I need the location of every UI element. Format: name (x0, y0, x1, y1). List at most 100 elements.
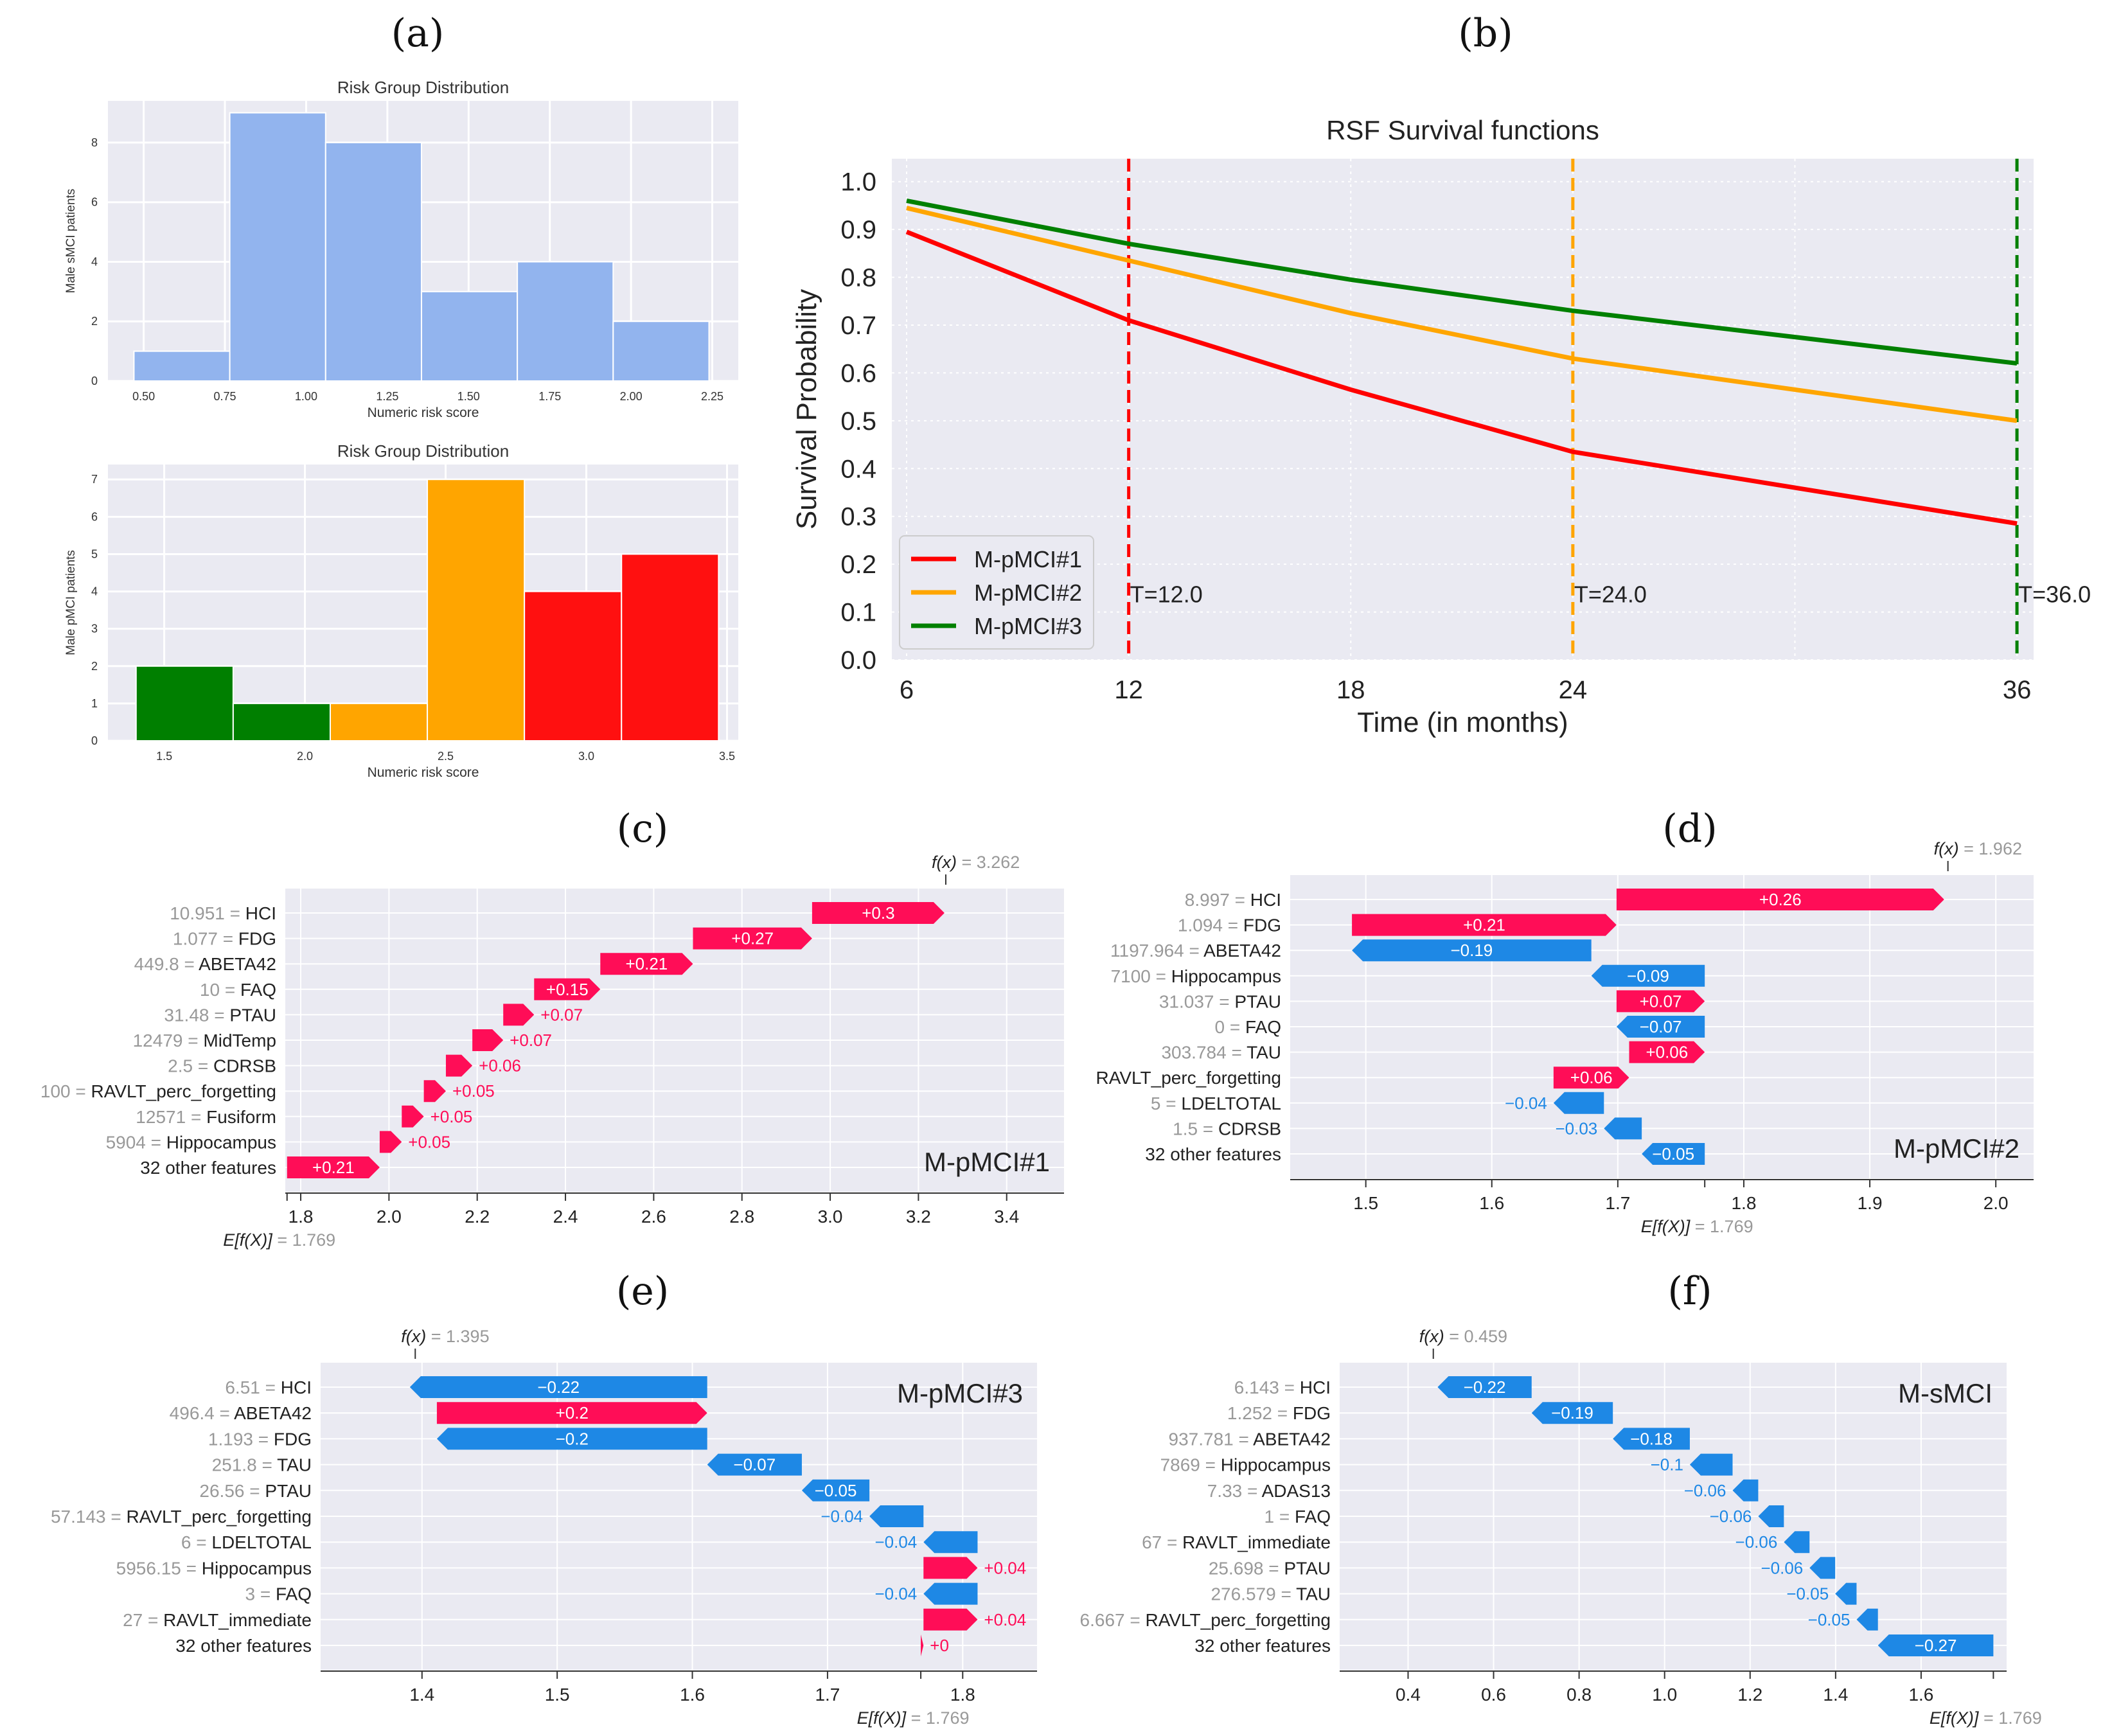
shap-value-label: −0.04 (821, 1507, 863, 1526)
y-tick-label: 2 (91, 315, 98, 328)
y-tick-label: 8 (91, 136, 98, 149)
x-tick-label: 1.5 (156, 750, 172, 763)
shap-value-label: +0.07 (510, 1031, 552, 1050)
shap-bar-negative (1732, 1479, 1759, 1501)
feature-name: PTAU (1234, 991, 1281, 1011)
shap-value-label: +0.3 (862, 903, 894, 923)
y-tick-label: 7 (91, 473, 98, 486)
histogram-bar (232, 702, 331, 741)
feature-label: 100 = RAVLT_perc_forgetting (40, 1081, 276, 1101)
y-tick-label: 0.7 (840, 312, 876, 340)
chart-b: 0.0 0.1 0.2 0.3 0.4 0.5 0.6 0.7 0.8 0.9 1.0 6 12 18 24… (791, 115, 2091, 738)
feature-value: 10.951 (170, 903, 225, 923)
histogram-bar (612, 321, 710, 382)
feature-value: 5 (1151, 1094, 1161, 1113)
feature-label: 6.667 = RAVLT_perc_forgetting (1080, 1610, 1331, 1630)
x-tick-label: 1.7 (815, 1685, 840, 1705)
model-name-label: M-pMCI#3 (897, 1378, 1023, 1408)
histogram-bar (524, 590, 623, 741)
feature-label: 32 other features (140, 1158, 276, 1178)
y-tick-label: 4 (91, 585, 98, 598)
feature-label: 26.56 = PTAU (199, 1481, 312, 1501)
shap-bar-negative (1689, 1453, 1733, 1476)
x-tick-label: 1.25 (376, 390, 398, 403)
shap-value-label: −0.27 (1915, 1636, 1957, 1655)
shap-bar-positive (923, 1557, 978, 1579)
feature-value: 100 (40, 1081, 71, 1101)
shap-value-label: +0.15 (546, 980, 589, 999)
feature-value: 5904 (106, 1132, 146, 1152)
x-axis-label: Numeric risk score (368, 765, 479, 780)
x-tick-label: 36 (2003, 676, 2032, 704)
x-tick-label: 24 (1559, 676, 1588, 704)
feature-name: FAQ (276, 1584, 312, 1604)
x-tick-label: 3.0 (818, 1207, 843, 1227)
legend-label: M-pMCI#2 (974, 580, 1082, 606)
feature-value: 7100 (1111, 966, 1151, 986)
shap-value-label: −0.03 (1555, 1119, 1597, 1138)
shap-value-label: −0.06 (1761, 1558, 1803, 1577)
shap-bar-positive (693, 927, 812, 950)
y-tick-label: 0.5 (840, 407, 876, 436)
shap-value-label: −0.05 (1808, 1610, 1850, 1629)
shap-value-label: −0.09 (1627, 966, 1669, 986)
x-tick-label: 1.8 (288, 1207, 314, 1227)
x-tick-label: 0.4 (1396, 1685, 1421, 1705)
shap-value-label: −0.22 (537, 1377, 580, 1397)
feature-label: 7.33 = ADAS13 (1207, 1481, 1331, 1501)
feature-name: FDG (1293, 1403, 1331, 1423)
histogram-bar (133, 350, 231, 382)
feature-name: RAVLT_immediate (163, 1610, 312, 1630)
x-tick-label: 2.4 (553, 1207, 578, 1227)
feature-label: 1.252 = FDG (1227, 1403, 1331, 1423)
feature-value: 31.48 (164, 1005, 209, 1025)
y-axis-label: Male pMCI patients (64, 550, 78, 655)
x-tick-label: 2.0 (377, 1207, 402, 1227)
x-tick-label: 1.2 (1737, 1685, 1762, 1705)
feature-value: 6.143 (1234, 1377, 1279, 1397)
feature-value: 3 (245, 1584, 255, 1604)
series-line-M-pMCI#2 (906, 206, 2018, 423)
feature-label: 6.143 = HCI (1234, 1377, 1331, 1397)
feature-name: ABETA42 (199, 954, 276, 974)
feature-value: 1.5 (1173, 1119, 1198, 1138)
feature-name: TAU (277, 1455, 312, 1475)
histogram-bar (517, 261, 614, 382)
y-tick-label: 1.0 (840, 168, 876, 197)
shap-value-label: +0.04 (984, 1558, 1026, 1577)
threshold-label: T=36.0 (2018, 581, 2091, 608)
shap-value-label: −0.04 (874, 1584, 917, 1604)
shap-bar-negative (1856, 1608, 1878, 1631)
feature-label: 57.143 = RAVLT_perc_forgetting (51, 1507, 312, 1527)
feature-value: 1197.964 (1110, 941, 1184, 961)
shap-value-label: +0.07 (1640, 991, 1682, 1011)
feature-name: TAU (1296, 1584, 1331, 1604)
feature-name: Hippocampus (1221, 1455, 1331, 1475)
feature-name: 32 other features (1194, 1636, 1331, 1656)
x-tick-label: 2.8 (729, 1207, 754, 1227)
x-tick-label: 1.00 (295, 390, 317, 403)
feature-label: 6 = LDELTOTAL (181, 1532, 312, 1552)
shap-value-label: −0.05 (1652, 1144, 1694, 1164)
feature-value: 276.579 (1211, 1584, 1275, 1604)
feature-label: 937.781 = ABETA42 (1169, 1429, 1331, 1449)
feature-name: RAVLT_perc_forgetting (127, 1507, 312, 1527)
shap-value-label: +0.21 (1463, 916, 1505, 935)
feature-value: 5956.15 (116, 1558, 181, 1578)
fx-label: f(x) = 1.962 (1934, 839, 2022, 858)
shap-value-label: −0.06 (1710, 1507, 1752, 1526)
shap-bar-positive (1352, 914, 1617, 936)
model-name-label: M-pMCI#1 (924, 1147, 1050, 1177)
feature-label: 1.094 = FDG (1178, 916, 1281, 935)
feature-label: 3 = FAQ (245, 1584, 312, 1604)
panel-label: (a) (391, 11, 445, 56)
chart-e: 1.4 1.5 1.6 1.7 1.8 6.51 = HCI −0.22 496.4 = AB… (51, 1327, 1037, 1728)
shap-value-label: +0.27 (731, 929, 774, 948)
feature-label: RAVLT_perc_forgetting (1096, 1068, 1281, 1088)
fx-label: f(x) = 3.262 (932, 853, 1020, 872)
shap-bar-positive (379, 1131, 402, 1153)
feature-name: Hippocampus (166, 1132, 276, 1152)
shap-bar-negative (436, 1428, 707, 1450)
shap-bar-positive (812, 902, 945, 924)
expected-value-label: E[f(X)] = 1.769 (223, 1230, 335, 1250)
